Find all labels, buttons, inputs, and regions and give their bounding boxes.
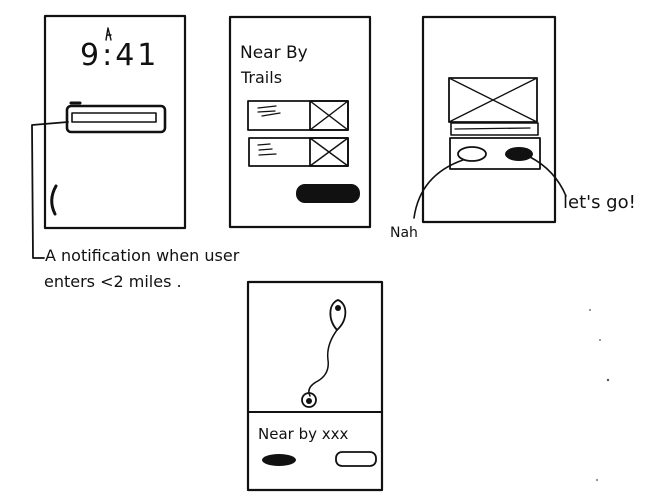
trail-list-title-line1: Near By (240, 43, 308, 63)
choice-panel (449, 137, 541, 170)
trail-list-title-line2: Trails (241, 68, 283, 87)
clock-time: 9:41 (80, 38, 160, 73)
nah-button[interactable] (457, 146, 487, 162)
scroll-indicator (50, 184, 58, 216)
destination-pin-icon (329, 299, 347, 331)
lets-go-label: let's go! (563, 192, 636, 213)
notification-banner[interactable] (65, 101, 167, 134)
nah-pointer-line (413, 159, 464, 219)
annotation-line1: A notification when user (45, 246, 240, 265)
route-path (308, 329, 338, 397)
map-caption: Near by xxx (258, 425, 349, 443)
nah-label: Nah (390, 225, 418, 241)
lets-go-button[interactable] (505, 147, 533, 161)
action-button-filled[interactable] (296, 184, 360, 203)
lets-go-pointer-line (529, 156, 567, 197)
phone-frame-lock-screen (43, 14, 187, 230)
trail-info-bar (450, 122, 539, 136)
annotation-line2: enters <2 miles . (44, 272, 182, 291)
phone-frame-map (246, 280, 384, 492)
callout-line (31, 121, 69, 259)
secondary-button-filled[interactable] (262, 454, 296, 466)
trail-image-placeholder (448, 77, 538, 123)
stray-marks (589, 309, 610, 481)
trail-list-item-2[interactable] (248, 137, 349, 167)
lock-icon (105, 27, 112, 41)
current-location-pin-icon (301, 392, 317, 408)
phone-frame-trail-list (228, 15, 372, 229)
trail-list-item-1[interactable] (247, 100, 349, 131)
primary-button-outline[interactable] (335, 451, 377, 467)
phone-frame-trail-detail (421, 15, 557, 224)
